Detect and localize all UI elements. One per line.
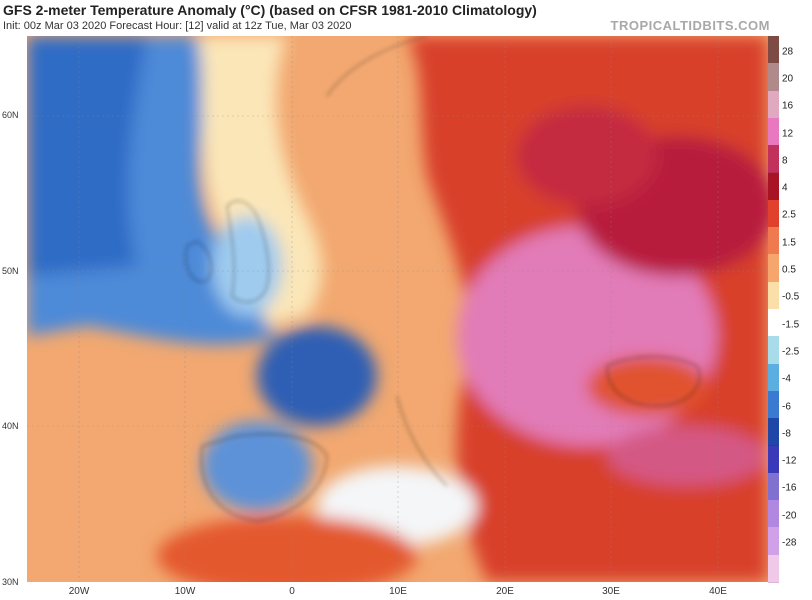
graticule xyxy=(27,36,768,582)
legend-swatch xyxy=(768,172,779,201)
uk-anomaly xyxy=(212,216,282,316)
legend-tick-label: 12 xyxy=(782,128,794,140)
turkey-anomaly xyxy=(607,426,767,486)
iberia-outline xyxy=(200,433,328,522)
ireland-outline xyxy=(185,240,212,283)
legend-swatch xyxy=(768,336,779,365)
map-title: GFS 2-meter Temperature Anomaly (°C) (ba… xyxy=(3,2,537,18)
legend-tick-label: 16 xyxy=(782,100,794,112)
temperature-anomaly-map xyxy=(27,36,768,582)
lon-label-0: 0 xyxy=(289,586,295,597)
legend-swatch xyxy=(768,500,779,529)
legend-tick-label: -8 xyxy=(782,428,791,440)
map-canvas xyxy=(27,36,768,582)
legend-tick-label: 20 xyxy=(782,73,794,85)
deep-cold-region xyxy=(27,36,147,276)
legend-tick-label: 0.5 xyxy=(782,264,796,276)
lon-label-10e: 10E xyxy=(389,586,407,597)
header: GFS 2-meter Temperature Anomaly (°C) (ba… xyxy=(0,0,812,36)
legend-swatch xyxy=(768,445,779,474)
lon-label-40e: 40E xyxy=(709,586,727,597)
legend-swatch xyxy=(768,227,779,256)
lon-label-20w: 20W xyxy=(68,586,90,597)
iberia-anomaly xyxy=(202,421,312,511)
legend-swatch xyxy=(768,90,779,119)
lat-label-40n: 40N xyxy=(2,421,19,431)
legend-tick-label: -12 xyxy=(782,455,797,467)
france-cold-anomaly xyxy=(257,326,377,426)
legend-tick-label: -0.5 xyxy=(782,291,800,303)
legend-tick-label: -4 xyxy=(782,373,791,385)
lat-label-60n: 60N xyxy=(2,110,19,120)
color-legend: 28 20 16 12 8 4 2.5 1.5 0.5 -0.5 -1.5 -2.5 -4 -6 -8 -12… xyxy=(768,36,812,583)
legend-swatch xyxy=(768,281,779,310)
black-sea-outline xyxy=(606,356,700,407)
legend-tick-label: 28 xyxy=(782,46,794,58)
legend-tick-label: 8 xyxy=(782,155,788,167)
baltic-anomaly xyxy=(517,106,657,206)
legend-tick-label: 4 xyxy=(782,182,788,194)
legend-tick-label: -16 xyxy=(782,482,797,494)
great-britain-outline xyxy=(226,200,270,303)
lon-label-10w: 10W xyxy=(174,586,196,597)
legend-swatch xyxy=(768,309,779,338)
legend-tick-label: -2.5 xyxy=(782,346,800,358)
legend-tick-label: -20 xyxy=(782,510,797,522)
lat-label-30n: 30N xyxy=(2,577,19,587)
legend-swatch xyxy=(768,418,779,447)
legend-tick-label: 1.5 xyxy=(782,237,796,249)
legend-swatch xyxy=(768,199,779,229)
neutral-band xyxy=(197,36,322,326)
north-africa-anomaly xyxy=(157,516,417,582)
legend-swatch xyxy=(768,63,779,92)
black-sea-anomaly xyxy=(587,356,707,416)
legend-tick-label: -28 xyxy=(782,537,797,549)
legend-swatch xyxy=(768,36,779,65)
italy-outline xyxy=(396,395,448,487)
legend-swatch xyxy=(768,390,779,420)
lon-label-20e: 20E xyxy=(496,586,514,597)
legend-swatch xyxy=(768,363,779,392)
scandinavia-outline xyxy=(326,36,428,97)
forecast-info: Init: 00z Mar 03 2020 Forecast Hour: [12… xyxy=(3,20,352,32)
brand-watermark: TROPICALTIDBITS.COM xyxy=(610,18,770,33)
legend-tick-label: -6 xyxy=(782,401,791,413)
lon-label-30e: 30E xyxy=(602,586,620,597)
legend-swatch xyxy=(768,554,779,583)
legend-swatch xyxy=(768,527,779,556)
legend-swatch xyxy=(768,117,779,147)
lat-label-50n: 50N xyxy=(2,266,19,276)
legend-swatch xyxy=(768,254,779,283)
legend-tick-label: 2.5 xyxy=(782,209,796,221)
legend-swatch xyxy=(768,472,779,502)
legend-tick-label: -1.5 xyxy=(782,319,800,331)
legend-swatch xyxy=(768,145,779,174)
